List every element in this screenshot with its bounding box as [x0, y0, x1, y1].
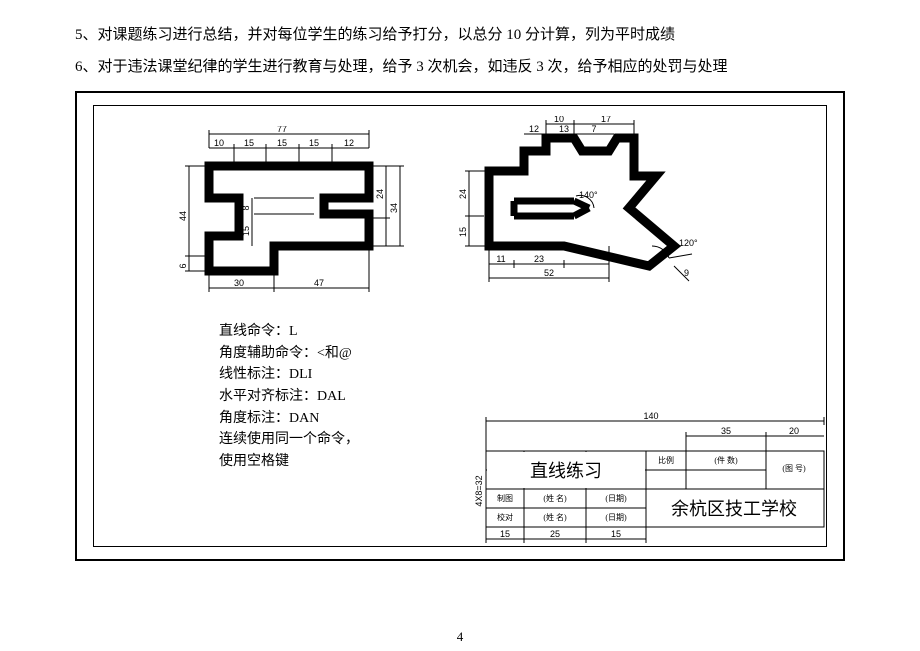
- svg-text:15: 15: [458, 227, 468, 237]
- svg-text:8: 8: [241, 205, 251, 210]
- svg-text:(图 号): (图 号): [782, 464, 806, 473]
- page-number: 4: [457, 629, 464, 645]
- svg-text:(件 数): (件 数): [714, 455, 738, 465]
- svg-text:25: 25: [550, 529, 560, 539]
- title-big1: 直线练习: [530, 461, 602, 481]
- svg-text:4X8=32: 4X8=32: [474, 475, 484, 506]
- drawing-outer-frame: 77 10 15 15 15 12 44 6: [75, 91, 845, 561]
- svg-text:30: 30: [234, 278, 244, 288]
- svg-text:12: 12: [529, 124, 539, 134]
- svg-text:15: 15: [241, 226, 251, 236]
- cmd-dan: 角度标注：DAN: [219, 408, 359, 430]
- svg-text:校对: 校对: [497, 512, 513, 522]
- title-block: 140 35 20 4X8=32: [446, 411, 826, 546]
- svg-text:6: 6: [178, 263, 188, 268]
- svg-text:比例: 比例: [658, 455, 674, 465]
- cmd-line: 直线命令：L: [219, 321, 359, 343]
- svg-text:120°: 120°: [679, 238, 698, 248]
- svg-text:7: 7: [591, 124, 596, 134]
- cmd-repeat2: 使用空格键: [219, 451, 359, 473]
- svg-text:13: 13: [559, 124, 569, 134]
- paragraph-6: 6、对于违法课堂纪律的学生进行教育与处理，给予 3 次机会，如违反 3 次，给予…: [75, 52, 845, 84]
- svg-text:(日期): (日期): [605, 494, 627, 503]
- svg-text:34: 34: [389, 203, 399, 213]
- svg-text:52: 52: [544, 268, 554, 278]
- command-notes: 直线命令：L 角度辅助命令：<和@ 线性标注：DLI 水平对齐标注：DAL 角度…: [219, 321, 359, 473]
- cmd-dal: 水平对齐标注：DAL: [219, 386, 359, 408]
- svg-text:15: 15: [277, 138, 287, 148]
- paragraph-5: 5、对课题练习进行总结，并对每位学生的练习给予打分，以总分 10 分计算，列为平…: [75, 20, 845, 52]
- left-shape: 77 10 15 15 15 12 44 6: [154, 126, 414, 306]
- cmd-repeat1: 连续使用同一个命令，: [219, 429, 359, 451]
- title-big2: 余杭区技工学校: [671, 499, 797, 519]
- svg-text:35: 35: [721, 426, 731, 436]
- svg-text:44: 44: [178, 211, 188, 221]
- svg-text:R: R: [484, 203, 491, 213]
- drawing-inner-frame: 77 10 15 15 15 12 44 6: [93, 105, 827, 547]
- svg-text:47: 47: [314, 278, 324, 288]
- svg-text:(日期): (日期): [605, 513, 627, 522]
- cmd-angle: 角度辅助命令：<和@: [219, 343, 359, 365]
- svg-text:9: 9: [684, 268, 689, 278]
- svg-text:(姓 名): (姓 名): [543, 493, 567, 503]
- svg-text:12: 12: [344, 138, 354, 148]
- svg-text:17: 17: [601, 116, 611, 124]
- right-shape: 10 17 12 13 7 24 15 R 140°: [434, 116, 734, 316]
- svg-text:23: 23: [534, 254, 544, 264]
- svg-text:140: 140: [643, 411, 658, 421]
- svg-text:10: 10: [214, 138, 224, 148]
- svg-text:24: 24: [375, 189, 385, 199]
- svg-text:20: 20: [789, 426, 799, 436]
- svg-text:15: 15: [309, 138, 319, 148]
- svg-text:140°: 140°: [579, 190, 598, 200]
- svg-text:11: 11: [496, 254, 505, 264]
- svg-text:10: 10: [554, 116, 564, 124]
- svg-text:(姓 名): (姓 名): [543, 512, 567, 522]
- cmd-dli: 线性标注：DLI: [219, 364, 359, 386]
- dim-77: 77: [277, 126, 287, 134]
- svg-text:24: 24: [458, 189, 468, 199]
- svg-text:15: 15: [611, 529, 621, 539]
- svg-text:15: 15: [244, 138, 254, 148]
- svg-text:制图: 制图: [497, 493, 513, 503]
- svg-text:15: 15: [500, 529, 510, 539]
